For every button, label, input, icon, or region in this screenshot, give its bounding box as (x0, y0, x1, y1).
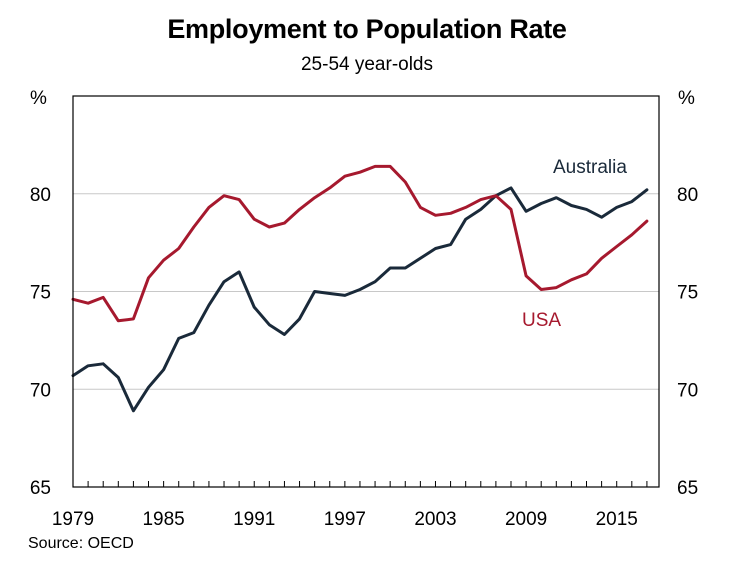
gridlines (73, 193, 659, 390)
y-unit-left: % (30, 88, 47, 109)
plot-frame (72, 95, 660, 488)
series-label-australia: Australia (553, 157, 627, 178)
y-tick-label-left-80: 80 (30, 185, 51, 206)
series-line-usa (71, 164, 649, 323)
y-tick-label-right-80: 80 (677, 185, 698, 206)
series-line-australia (71, 186, 649, 413)
y-tick-label-left-65: 65 (30, 478, 51, 499)
x-tick-label-1985: 1985 (142, 509, 184, 530)
chart-title: Employment to Population Rate (167, 14, 567, 44)
x-tick-label-1979: 1979 (52, 509, 94, 530)
x-tick-label-2009: 2009 (505, 509, 547, 530)
y-tick-label-right-75: 75 (677, 283, 698, 304)
y-tick-label-left-70: 70 (30, 380, 51, 401)
y-tick-label-right-70: 70 (677, 380, 698, 401)
series-label-usa: USA (522, 310, 561, 331)
y-unit-right: % (678, 88, 695, 109)
y-tick-label-left-75: 75 (30, 283, 51, 304)
series-lines (71, 164, 649, 413)
x-tick-label-2003: 2003 (414, 509, 456, 530)
source-note: Source: OECD (28, 535, 134, 552)
axis-ticks: 65 65 70 70 75 75 80 80 1979 1985 1991 1997 2003 2009… (30, 185, 698, 530)
x-tick-label-2015: 2015 (596, 509, 638, 530)
chart-subtitle: 25-54 year-olds (300, 54, 434, 75)
x-tick-label-1991: 1991 (233, 509, 275, 530)
y-tick-label-right-65: 65 (677, 478, 698, 499)
x-tick-label-1997: 1997 (324, 509, 366, 530)
